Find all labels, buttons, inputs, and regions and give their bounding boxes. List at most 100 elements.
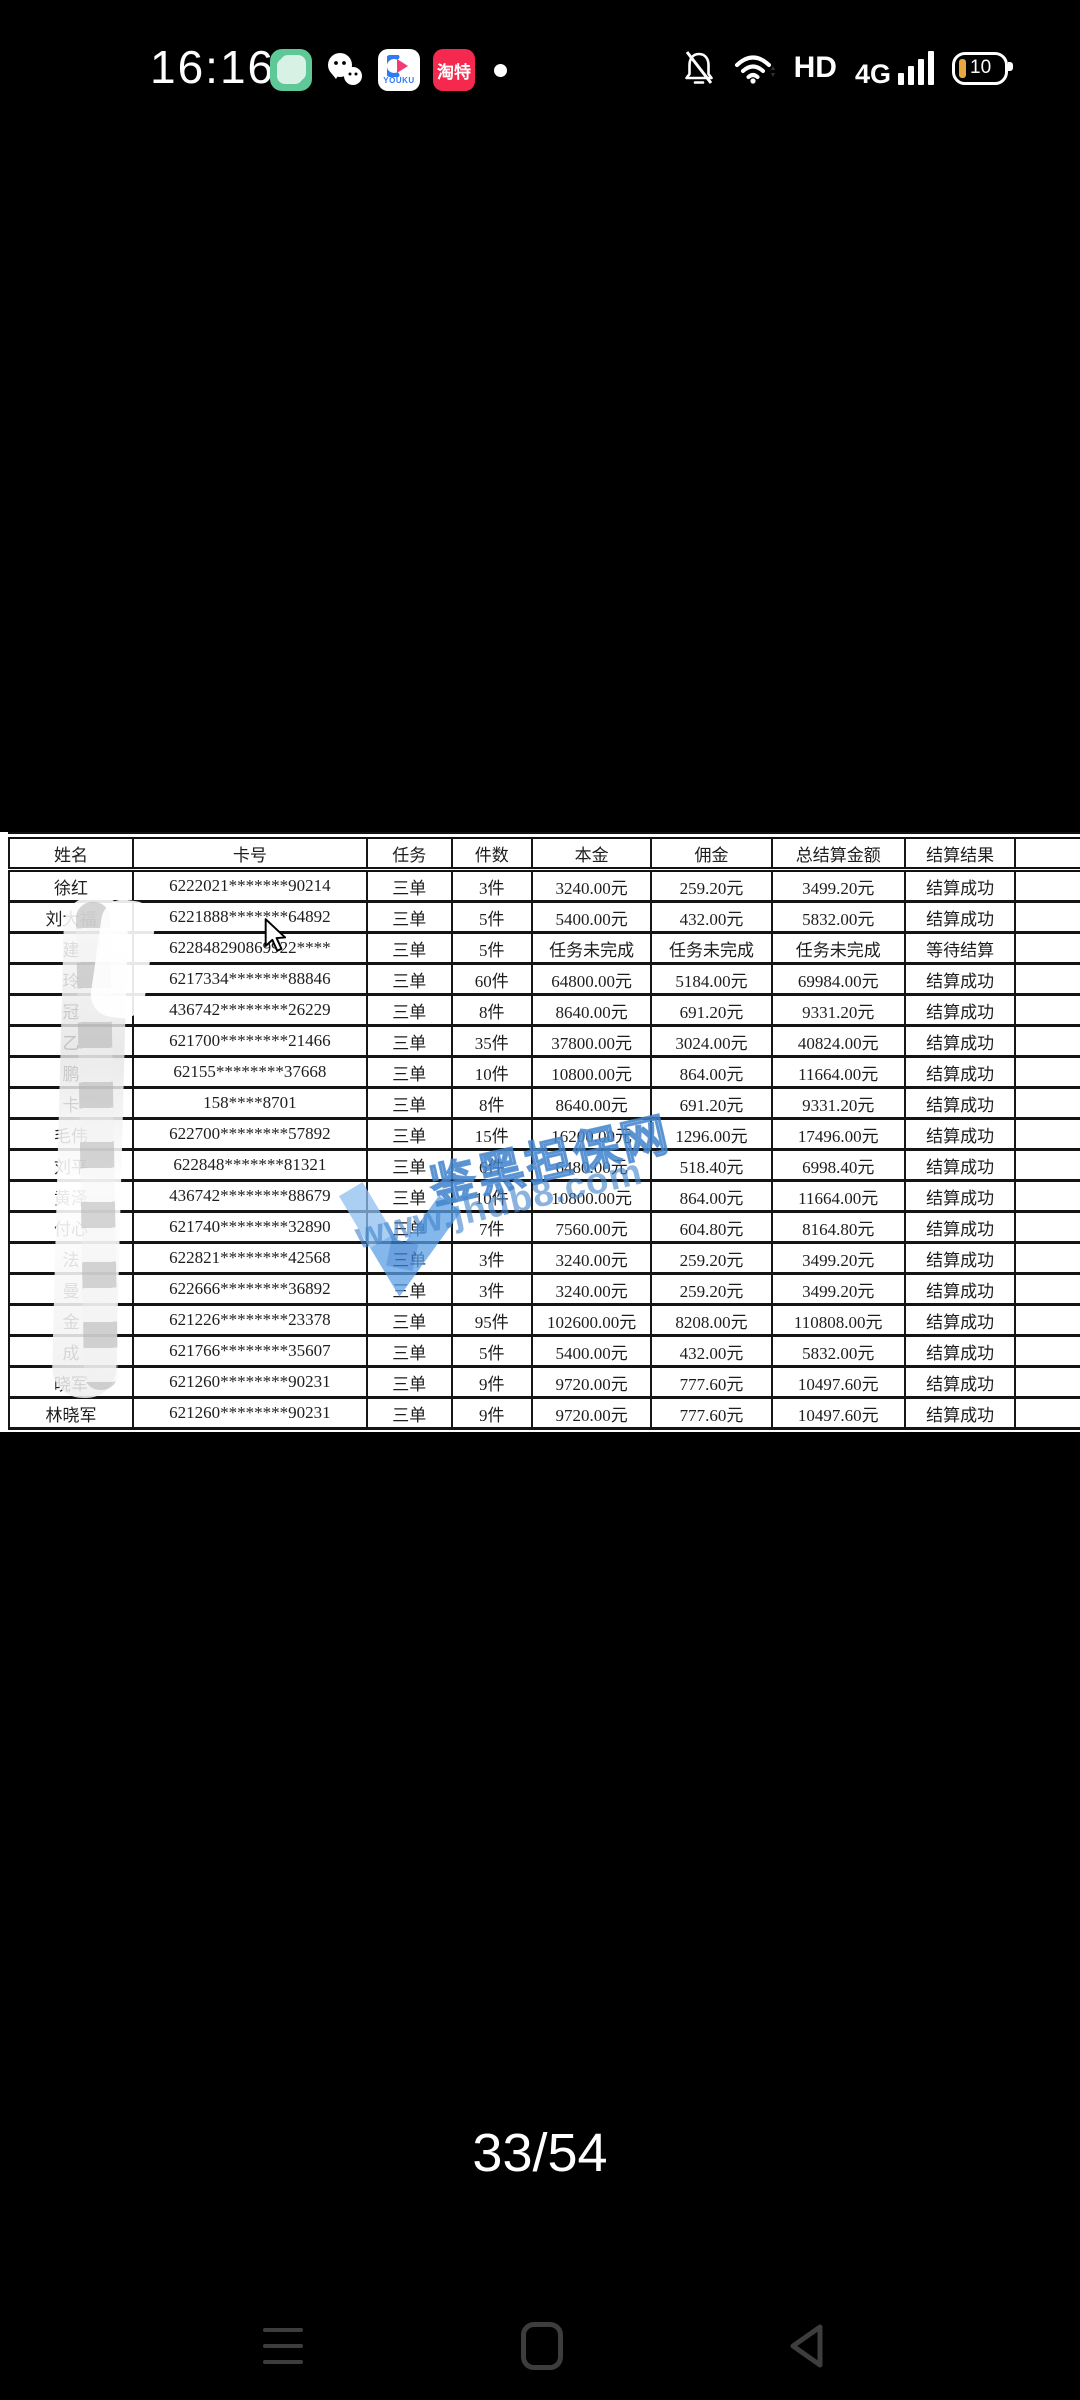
table-cell: 10800.00元 xyxy=(530,1055,653,1089)
table-cell: 9720.00元 xyxy=(530,1365,653,1399)
notification-dot xyxy=(494,63,507,77)
table-cell: 三单 xyxy=(365,1303,453,1337)
table-cell-stub xyxy=(1014,1055,1080,1089)
table-cell: 结算成功 xyxy=(903,1303,1017,1337)
home-button[interactable] xyxy=(521,2322,563,2370)
mouse-cursor-icon xyxy=(264,918,287,952)
table-cell-stub xyxy=(1014,1148,1080,1182)
column-header: 姓名 xyxy=(8,832,134,872)
table-cell: 结算成功 xyxy=(903,1272,1017,1306)
table-cell: 5件 xyxy=(450,900,533,934)
table-cell: 9件 xyxy=(450,1396,533,1430)
table-cell: 622848290869922**** xyxy=(131,931,368,965)
table-cell: 结算成功 xyxy=(903,1117,1017,1151)
column-header: 件数 xyxy=(450,832,533,872)
table-cell-stub xyxy=(1014,900,1080,934)
table-cell: 3240.00元 xyxy=(530,1272,653,1306)
table-cell: 110808.00元 xyxy=(770,1303,906,1337)
table-cell: 三单 xyxy=(365,1024,453,1058)
table-cell: 三单 xyxy=(365,1086,453,1120)
table-cell: 35件 xyxy=(450,1024,533,1058)
table-cell: 结算成功 xyxy=(903,962,1017,996)
menu-button[interactable] xyxy=(263,2328,303,2364)
hd-badge: HD xyxy=(793,51,837,84)
battery-icon: 10 xyxy=(952,51,1013,85)
table-cell: 结算成功 xyxy=(903,1148,1017,1182)
table-cell: 64800.00元 xyxy=(530,962,653,996)
table-row: 法622821********42568三单3件3240.00元259.20元3… xyxy=(8,1241,1080,1275)
table-cell-stub xyxy=(1014,1210,1080,1244)
table-cell: 3240.00元 xyxy=(530,1241,653,1275)
table-cell: 864.00元 xyxy=(650,1055,773,1089)
table-cell-stub xyxy=(1014,931,1080,965)
table-cell: 7件 xyxy=(450,1210,533,1244)
battery-fill xyxy=(959,58,966,78)
table-cell: 10件 xyxy=(450,1179,533,1213)
table-cell: 259.20元 xyxy=(650,1272,773,1306)
table-cell: 8640.00元 xyxy=(530,993,653,1027)
table-cell: 结算成功 xyxy=(903,1365,1017,1399)
table-cell: 等待结算 xyxy=(903,931,1017,965)
bell-muted-icon xyxy=(684,51,713,84)
table-cell: 69984.00元 xyxy=(770,962,906,996)
table-cell: 三单 xyxy=(365,1396,453,1430)
table-cell: 3024.00元 xyxy=(650,1024,773,1058)
table-cell: 436742********26229 xyxy=(131,993,368,1027)
table-cell: 结算成功 xyxy=(903,1024,1017,1058)
table-cell: 三单 xyxy=(365,868,453,903)
table-cell: 60件 xyxy=(450,962,533,996)
table-cell: 结算成功 xyxy=(903,993,1017,1027)
table-row: 卡158****8701三单8件8640.00元691.20元9331.20元结… xyxy=(8,1086,1080,1120)
table-cell: 9331.20元 xyxy=(770,993,906,1027)
table-cell: 10件 xyxy=(450,1055,533,1089)
table-cell: 9331.20元 xyxy=(770,1086,906,1120)
table-cell-stub xyxy=(1014,868,1080,903)
clock: 16:16 xyxy=(150,41,276,93)
table-cell: 三单 xyxy=(365,1365,453,1399)
table-cell: 3件 xyxy=(450,1241,533,1275)
table-cell: 6480.00元 xyxy=(530,1148,653,1182)
youku-label: YOUKU xyxy=(383,76,415,85)
table-cell: 40824.00元 xyxy=(770,1024,906,1058)
table-cell: 6件 xyxy=(450,1148,533,1182)
table-cell: 3499.20元 xyxy=(770,1272,906,1306)
table-cell: 8208.00元 xyxy=(650,1303,773,1337)
table-cell: 结算成功 xyxy=(903,868,1017,903)
table-cell-stub xyxy=(1014,1272,1080,1306)
table-row: 金621226********23378三单95件102600.00元8208.… xyxy=(8,1303,1080,1337)
table-cell: 3件 xyxy=(450,868,533,903)
table-cell: 17496.00元 xyxy=(770,1117,906,1151)
network-type-label: 4G xyxy=(854,59,891,89)
table-cell: 95件 xyxy=(450,1303,533,1337)
table-cell: 158****8701 xyxy=(131,1086,368,1120)
table-cell: 15件 xyxy=(450,1117,533,1151)
watermark-logo-icon xyxy=(339,1182,462,1297)
table-row: 鹏62155********37668三单10件10800.00元864.00元… xyxy=(8,1055,1080,1089)
table-cell: 8640.00元 xyxy=(530,1086,653,1120)
table-row: 乙621700********21466三单35件37800.00元3024.0… xyxy=(8,1024,1080,1058)
back-button[interactable] xyxy=(786,2322,828,2370)
table-cell: 9件 xyxy=(450,1365,533,1399)
table-cell-stub xyxy=(1014,1086,1080,1120)
table-cell: 11664.00元 xyxy=(770,1055,906,1089)
table-cell: 10497.60元 xyxy=(770,1396,906,1430)
table-cell: 任务未完成 xyxy=(650,931,773,965)
notes-app-icon xyxy=(270,49,312,91)
table-cell: 徐红 xyxy=(8,868,134,903)
table-cell: 604.80元 xyxy=(650,1210,773,1244)
table-cell: 6221888*******64892 xyxy=(131,900,368,934)
table-cell: 6998.40元 xyxy=(770,1148,906,1182)
wifi-icon xyxy=(734,55,775,84)
table-cell: 三单 xyxy=(365,993,453,1027)
table-cell: 3件 xyxy=(450,1272,533,1306)
youku-icon: YOUKU xyxy=(378,49,420,91)
table-cell: 7560.00元 xyxy=(530,1210,653,1244)
table-cell: 8件 xyxy=(450,1086,533,1120)
table-cell: 三单 xyxy=(365,1055,453,1089)
table-cell-stub xyxy=(1014,1179,1080,1213)
table-cell: 622666********36892 xyxy=(131,1272,368,1306)
table-cell: 结算成功 xyxy=(903,1210,1017,1244)
table-cell: 三单 xyxy=(365,1117,453,1151)
table-cell-stub xyxy=(1014,1024,1080,1058)
status-indicators: HD 4G 10 xyxy=(682,44,1013,92)
